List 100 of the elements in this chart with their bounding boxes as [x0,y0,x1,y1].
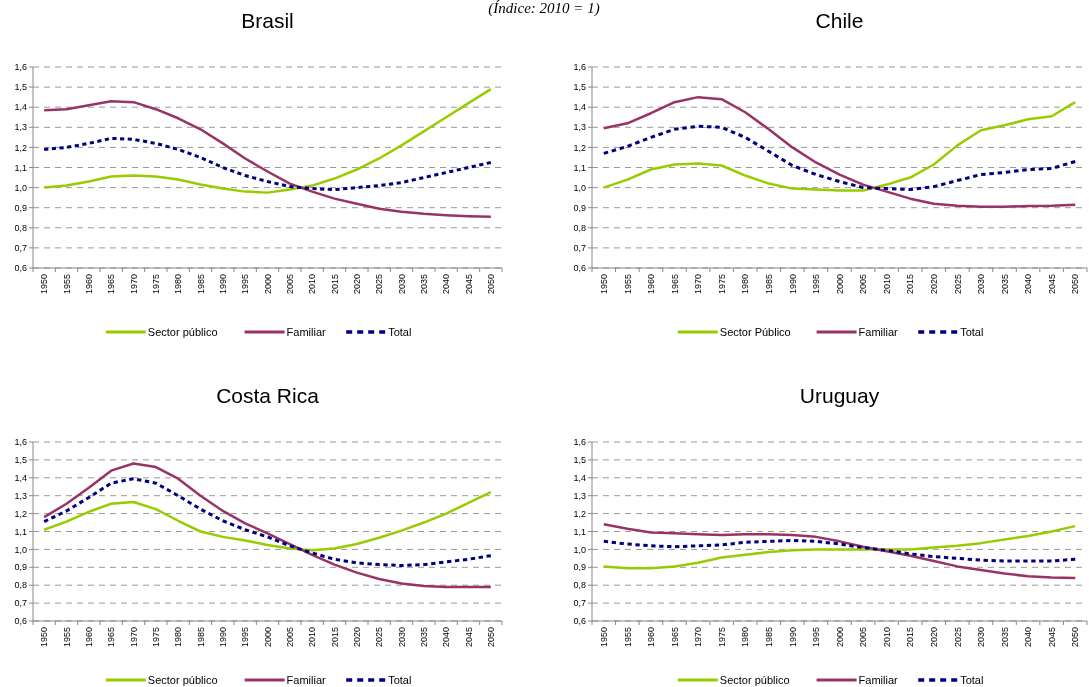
x-tick-label: 2015 [905,627,916,648]
line-series [602,100,1077,192]
legend-label: Familiar [286,674,327,686]
y-tick-label: 0,8 [573,580,586,591]
y-tick-label: 1,5 [573,455,586,466]
x-tick-label: 2035 [418,627,429,648]
x-tick-label: 1980 [173,627,184,648]
x-tick-label: 1970 [693,274,704,295]
y-tick-label: 0,8 [14,580,27,591]
x-tick-label: 1980 [173,274,184,295]
y-tick-label: 1,6 [14,437,27,448]
x-tick-label: 1950 [39,274,50,295]
y-tick-label: 0,9 [14,562,27,573]
legend-label: Familiar [858,674,899,686]
text: (Índice: 2010 = 1) [488,0,600,17]
y-tick-label: 1,5 [14,455,27,466]
x-tick-label: 1980 [740,274,751,295]
x-tick-label: 2005 [858,274,869,295]
y-tick-label: 1,6 [14,62,27,73]
x-tick-label: 2035 [999,627,1010,648]
y-tick-label: 1,5 [573,82,586,93]
x-tick-label: 1970 [128,627,139,648]
y-tick-label: 1,3 [14,122,27,133]
y-tick-label: 1,0 [573,544,586,555]
y-tick-label: 1,5 [14,82,27,93]
chart-title: Chile [815,9,864,32]
x-tick-label: 1960 [83,274,94,295]
y-tick-label: 1,0 [14,544,27,555]
x-tick-label: 1995 [240,627,251,648]
x-tick-label: 2010 [307,274,318,295]
line-series [602,95,1077,208]
y-tick-label: 1,0 [573,182,586,193]
chart-title: Uruguay [799,384,880,407]
line-series [602,124,1077,192]
line-series [42,462,493,589]
y-tick-label: 1,4 [573,102,586,113]
legend-label: Sector público [719,674,790,686]
x-tick-label: 2030 [976,274,987,295]
legend-label: Sector público [147,674,218,686]
y-tick-label: 1,1 [14,162,27,173]
x-tick-label: 1990 [217,627,228,648]
chart-title: Costa Rica [216,384,320,407]
x-tick-label: 2020 [351,627,362,648]
x-tick-label: 2015 [329,274,340,295]
y-tick-label: 1,1 [573,162,586,173]
line-series [42,490,493,552]
line-series [42,136,493,192]
y-tick-label: 1,3 [573,122,586,133]
x-tick-label: 1950 [598,627,609,648]
line-series [602,523,1077,580]
y-tick-label: 0,9 [573,202,586,213]
y-tick-label: 1,2 [573,508,586,519]
y-tick-label: 0,9 [573,562,586,573]
x-tick-label: 1965 [669,627,680,648]
x-tick-label: 1975 [716,274,727,295]
x-tick-label: 1955 [622,274,633,295]
y-tick-label: 1,6 [573,437,586,448]
y-tick-label: 0,7 [573,598,586,609]
x-tick-label: 1950 [598,274,609,295]
x-tick-label: 2005 [858,627,869,648]
legend-label: Sector Público [719,326,791,338]
x-tick-label: 2000 [262,274,273,295]
x-tick-label: 2000 [834,627,845,648]
x-tick-label: 1990 [787,627,798,648]
x-tick-label: 1990 [217,274,228,295]
x-tick-label: 2015 [329,627,340,648]
x-tick-label: 2025 [952,627,963,648]
y-tick-label: 0,7 [573,243,586,254]
y-tick-label: 0,6 [14,616,27,627]
y-tick-label: 1,4 [14,102,27,113]
x-tick-label: 1985 [195,274,206,295]
y-tick-label: 1,4 [14,472,27,483]
x-tick-label: 2040 [1023,274,1034,295]
x-tick-label: 1965 [106,274,117,295]
x-tick-label: 2000 [834,274,845,295]
x-tick-label: 1965 [106,627,117,648]
x-tick-label: 2040 [441,627,452,648]
line-series [602,524,1077,570]
x-tick-label: 2040 [441,274,452,295]
y-tick-label: 1,2 [14,142,27,153]
x-tick-label: 2050 [1070,274,1081,295]
x-tick-label: 2045 [1046,274,1057,295]
x-tick-label: 1960 [83,627,94,648]
x-tick-label: 1950 [39,627,50,648]
x-tick-label: 2050 [485,627,496,648]
line-series [602,538,1077,563]
x-tick-label: 1975 [716,627,727,648]
legend-label: Familiar [858,326,899,338]
legend-label: Total [960,674,984,686]
x-tick-label: 2040 [1023,627,1034,648]
x-tick-label: 2030 [976,627,987,648]
y-tick-label: 1,2 [573,142,586,153]
line-series [42,477,493,568]
x-tick-label: 2015 [905,274,916,295]
y-tick-label: 0,6 [14,263,27,274]
y-tick-label: 1,0 [14,182,27,193]
y-tick-label: 0,6 [573,263,586,274]
x-tick-label: 2010 [881,627,892,648]
x-tick-label: 2025 [374,627,385,648]
x-tick-label: 1955 [622,627,633,648]
